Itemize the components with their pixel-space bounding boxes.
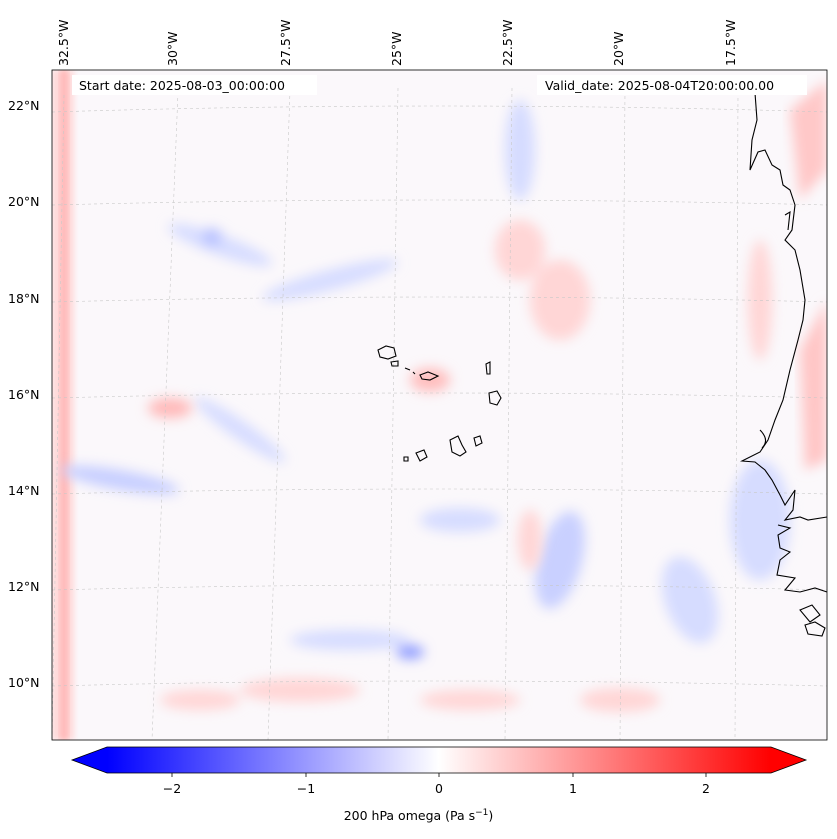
islands — [377, 345, 502, 462]
colorbar — [70, 746, 808, 777]
colorbar-title-exponent: −1 — [475, 808, 489, 818]
start-date-box — [72, 75, 317, 95]
lon-label: 17.5°W — [723, 19, 738, 66]
valid-date-box — [537, 75, 807, 95]
lat-label: 12°N — [8, 579, 40, 594]
lat-label: 10°N — [8, 675, 40, 690]
colorbar-tick-label: −2 — [162, 781, 182, 796]
lat-label: 22°N — [8, 98, 40, 113]
colorbar-title: 200 hPa omega (Pa s−1) — [0, 808, 837, 823]
lon-label: 20°W — [611, 31, 626, 66]
colorbar-gradient — [107, 747, 771, 773]
colorbar-max-extend — [771, 747, 806, 773]
lon-label: 27.5°W — [278, 19, 293, 66]
lat-label: 16°N — [8, 387, 40, 402]
colorbar-outline — [70, 746, 808, 774]
lat-label: 14°N — [8, 483, 40, 498]
colorbar-min-extend — [72, 747, 107, 773]
colorbar-title-text: 200 hPa omega (Pa s — [343, 808, 476, 824]
colorbar-tick-label: 1 — [569, 781, 577, 796]
colorbar-tick-label: 0 — [435, 781, 443, 796]
lon-label: 22.5°W — [500, 19, 515, 66]
start-date-label: Start date: 2025-08-03_00:00:00 — [79, 78, 285, 93]
coastline — [739, 92, 828, 637]
lon-label: 32.5°W — [56, 19, 71, 66]
colorbar-title-end: ) — [488, 808, 494, 824]
valid-date-label: Valid_date: 2025-08-04T20:00:00.00 — [545, 78, 775, 93]
colorbar-tick-label: 2 — [702, 781, 710, 796]
graticule — [51, 87, 828, 741]
lat-label: 18°N — [8, 291, 40, 306]
map-frame — [51, 69, 828, 741]
colorbar-tick-label: −1 — [296, 781, 316, 796]
lon-label: 30°W — [165, 31, 180, 66]
lat-label: 20°N — [8, 194, 40, 209]
omega-field — [52, 70, 827, 740]
lon-label: 25°W — [389, 31, 404, 66]
